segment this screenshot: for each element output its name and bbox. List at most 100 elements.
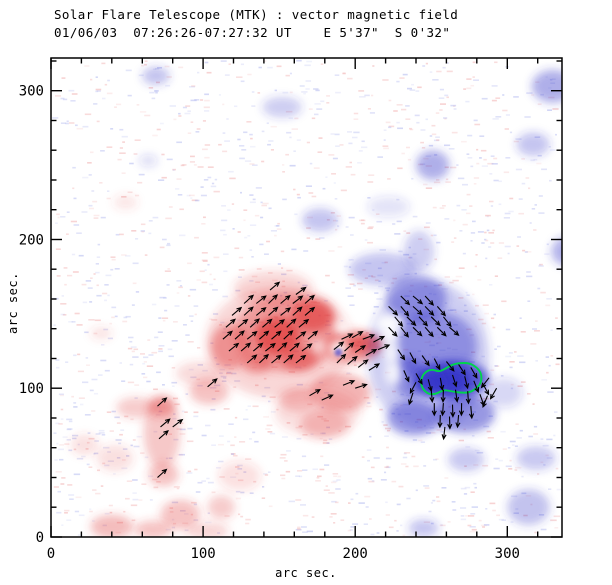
field-vector-arrow [252, 342, 264, 352]
field-vector-arrow [344, 342, 355, 352]
field-vector-arrow [304, 294, 315, 304]
positive-flux-blob [254, 316, 301, 356]
field-vector-arrow [424, 326, 434, 338]
field-vector-arrow [454, 389, 460, 403]
positive-flux-blob [96, 444, 134, 472]
field-vector-arrow [412, 326, 423, 337]
white-gap-blob [329, 340, 348, 356]
y-tick-label: 0 [36, 530, 44, 546]
field-vector-arrow [172, 418, 184, 428]
x-tick-label: 300 [495, 546, 520, 562]
field-vector-arrow [249, 318, 260, 328]
field-vector-arrow [400, 306, 410, 317]
field-vector-arrow [449, 326, 460, 336]
field-vector-arrow [455, 414, 461, 429]
positive-flux-blob [90, 514, 134, 537]
field-vector-arrow [283, 354, 294, 364]
field-vector-arrow [406, 316, 417, 327]
field-vector-arrow [333, 341, 345, 351]
field-vector-arrow [295, 331, 307, 340]
positive-flux-blob [148, 395, 176, 417]
negative-flux-blob [301, 208, 339, 233]
field-vector-arrow [408, 392, 414, 406]
field-vector-arrow [298, 318, 310, 328]
field-vector-arrow [157, 468, 168, 478]
y-tick-label: 100 [19, 381, 44, 397]
field-vector-arrow [394, 316, 404, 327]
field-vector-arrow [289, 342, 300, 352]
field-vector-arrow [271, 330, 282, 340]
field-vector-arrow [268, 294, 279, 304]
field-vector-arrow [473, 380, 480, 394]
plot-content-layer [52, 59, 562, 537]
negative-flux-blob [139, 154, 158, 167]
field-vector-arrow [246, 331, 258, 340]
positive-flux-blob [218, 461, 261, 491]
field-vector-arrow [262, 318, 273, 328]
field-vector-arrow [336, 353, 347, 364]
field-vector-arrow [431, 403, 437, 417]
field-vector-arrow [400, 326, 409, 338]
negative-flux-blob [387, 400, 439, 436]
field-vector-arrow [445, 361, 455, 372]
field-vector-arrow [321, 394, 334, 401]
field-vector-arrow [451, 374, 458, 388]
axes-layer [50, 57, 563, 538]
field-vector-arrow [424, 295, 435, 306]
positive-flux-blob [116, 397, 156, 418]
negative-flux-blob [367, 196, 410, 218]
negative-flux-blob [403, 230, 435, 273]
negative-flux-blob [408, 519, 439, 537]
field-vector-arrow [255, 307, 267, 316]
field-vector-arrow [246, 354, 258, 364]
field-vector-arrow [271, 354, 282, 364]
negative-flux-blob [142, 67, 170, 85]
field-vector-arrow [440, 389, 446, 403]
plot-frame [50, 57, 563, 538]
field-vector-arrow [436, 306, 447, 317]
field-vector-arrow [274, 319, 285, 328]
field-vector-arrow [255, 295, 267, 304]
field-vector-arrow [259, 330, 270, 340]
positive-flux-blob [175, 361, 225, 386]
field-vector-arrow [450, 404, 456, 418]
positive-flux-blob [241, 352, 272, 374]
negative-flux-blob [334, 348, 343, 357]
field-vector-arrow [429, 389, 435, 403]
negative-flux-blob [262, 96, 303, 118]
field-vector-arrow [421, 355, 430, 367]
field-vector-arrow [442, 316, 452, 328]
field-vector-arrow [362, 334, 376, 340]
field-vector-arrow [301, 343, 313, 352]
field-vector-arrow [295, 354, 307, 364]
positive-flux-blob [143, 397, 181, 469]
field-vector-arrow [286, 318, 297, 328]
field-vector-arrow [231, 306, 243, 316]
field-vector-arrow [307, 330, 319, 340]
field-vector-arrow [228, 342, 240, 352]
positive-flux-blob [90, 327, 112, 340]
field-vector-arrow [433, 358, 441, 371]
white-gap-blob [333, 321, 353, 334]
field-vector-arrow [347, 355, 358, 365]
field-vector-arrow [280, 294, 291, 304]
field-vector-arrow [160, 418, 171, 428]
field-vector-arrow [403, 370, 410, 383]
field-vector-arrow [409, 352, 417, 365]
positive-flux-blob [210, 324, 251, 369]
negative-flux-blob [447, 447, 485, 472]
field-vector-arrow [412, 295, 424, 305]
field-vector-arrow [373, 335, 386, 343]
field-vector-arrow [237, 318, 249, 328]
plot-subtitle: 01/06/03 07:26:26-07:27:32 UT E 5'37" S … [54, 25, 451, 40]
positive-flux-blob [274, 388, 360, 436]
positive-flux-blob [134, 520, 172, 537]
negative-flux-blob [551, 237, 562, 265]
negative-flux-blob [416, 150, 450, 181]
negative-flux-blob [485, 377, 523, 408]
field-vector-arrow [458, 364, 466, 376]
field-vector-arrow [240, 342, 252, 352]
x-axis-title: arc sec. [275, 566, 337, 580]
field-vector-arrow [468, 406, 475, 420]
